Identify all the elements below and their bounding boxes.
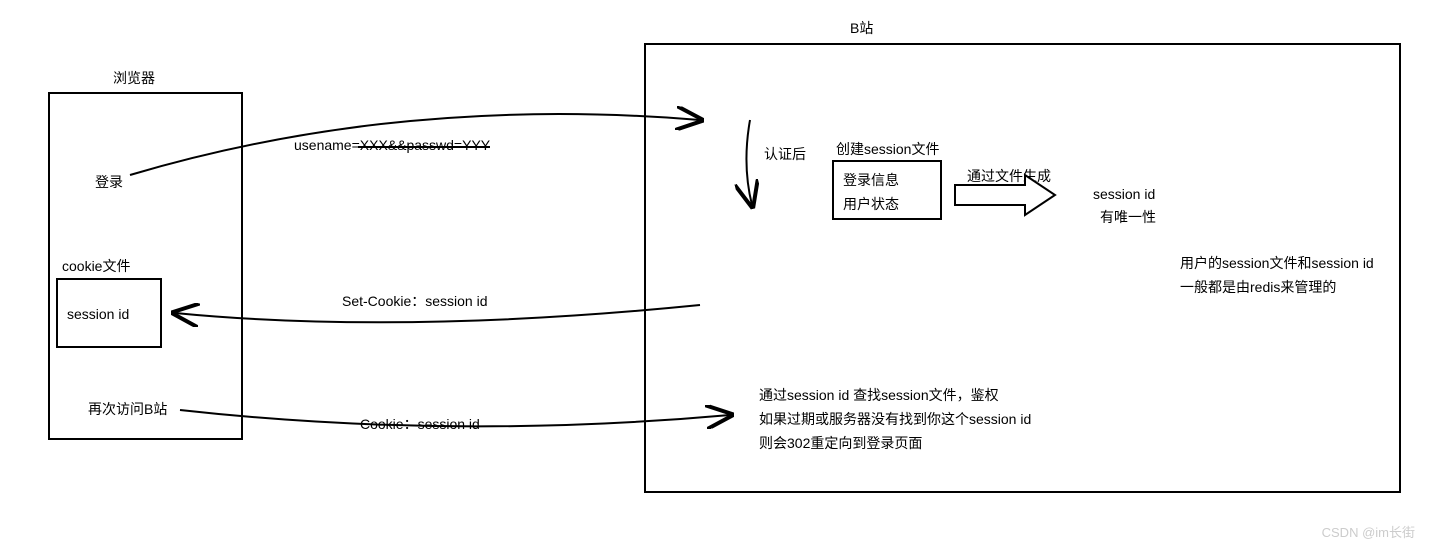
lookup-line3: 则会302重定向到登录页面 <box>759 433 922 453</box>
gen-file-label: 通过文件生成 <box>967 166 1051 186</box>
redis-line1: 用户的session文件和session id <box>1180 253 1374 273</box>
req1-label: usename=XXX&&passwd=YYY <box>294 137 490 153</box>
redis-line2: 一般都是由redis来管理的 <box>1180 277 1336 297</box>
revisit-label: 再次访问B站 <box>88 399 167 419</box>
session-id-browser: session id <box>67 306 129 322</box>
auth-after-label: 认证后 <box>764 144 806 164</box>
login-info-label: 登录信息 <box>843 170 899 190</box>
watermark: CSDN @im长街 <box>1322 522 1415 541</box>
resp-label: Set-Cookie：session id <box>342 291 488 311</box>
user-state-label: 用户状态 <box>843 194 899 214</box>
create-session-label: 创建session文件 <box>836 139 939 159</box>
server-title: B站 <box>850 18 873 38</box>
unique-label: 有唯一性 <box>1100 207 1156 227</box>
browser-title: 浏览器 <box>113 68 155 88</box>
req2-label: Cookie：session id <box>360 414 480 434</box>
cookie-file-label: cookie文件 <box>62 256 130 276</box>
lookup-line1: 通过session id 查找session文件，鉴权 <box>759 385 999 405</box>
login-label: 登录 <box>95 172 123 192</box>
lookup-line2: 如果过期或服务器没有找到你这个session id <box>759 409 1031 429</box>
server-session-id: session id <box>1093 186 1155 202</box>
